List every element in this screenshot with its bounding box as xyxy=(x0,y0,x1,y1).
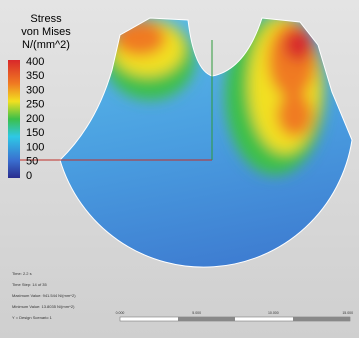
legend-tick: 0 xyxy=(26,170,32,182)
info-line: Y = Design Scenario 1 xyxy=(12,315,53,320)
legend-title: Stress xyxy=(30,13,62,25)
simulation-view: Stressvon MisesN/(mm^2) 400 350 300 250 200 15… xyxy=(0,0,359,338)
info-line: Time: 2.2 s xyxy=(12,271,32,276)
legend-tick: 200 xyxy=(26,113,44,125)
legend-tick: 100 xyxy=(26,141,44,153)
scale-label: 10.000 xyxy=(268,311,279,315)
legend-tick: 150 xyxy=(26,127,44,139)
legend-title: N/(mm^2) xyxy=(22,39,70,51)
scale-label: 15.000 xyxy=(342,311,353,315)
info-line: Maximum Value: 941.544 N/(mm^2) xyxy=(12,293,76,298)
scale-bar xyxy=(120,317,350,321)
color-bar xyxy=(8,60,20,178)
legend-tick: 400 xyxy=(26,56,44,68)
legend-tick: 250 xyxy=(26,99,44,111)
legend-tick: 50 xyxy=(26,156,38,168)
legend-tick: 300 xyxy=(26,84,44,96)
scale-label: 5.000 xyxy=(192,311,201,315)
legend-tick: 350 xyxy=(26,70,44,82)
info-line: Time Step: 14 of 35 xyxy=(12,282,48,287)
info-line: Minimum Value: 13.8035 N/(mm^2) xyxy=(12,304,75,309)
legend-title: von Mises xyxy=(21,26,71,38)
scale-label: 0.000 xyxy=(116,311,125,315)
